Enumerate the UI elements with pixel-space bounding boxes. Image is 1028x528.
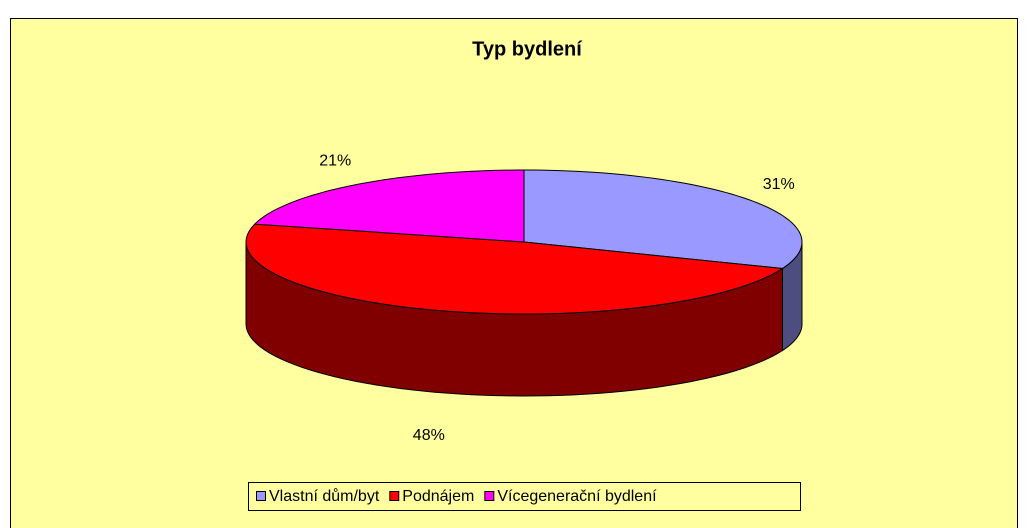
legend-label: Vlastní dům/byt <box>269 487 380 505</box>
pie-slice <box>245 223 785 397</box>
data-label: 21% <box>319 153 351 170</box>
chart-title: Typ bydlení <box>472 38 583 60</box>
pie-slice <box>523 169 803 352</box>
data-label: 48% <box>413 427 445 444</box>
pie-top <box>245 223 785 315</box>
legend-label: Podnájem <box>402 488 474 505</box>
pie-top <box>253 169 525 243</box>
legend-swatch <box>484 491 495 501</box>
pie-top <box>523 169 803 270</box>
legend-box <box>248 482 801 511</box>
legend-swatch <box>389 491 400 501</box>
legend-label: Vícegenerační bydlení <box>497 488 657 505</box>
pie-slice <box>253 169 525 243</box>
legend-swatch <box>256 491 266 501</box>
data-label: 31% <box>763 176 795 193</box>
